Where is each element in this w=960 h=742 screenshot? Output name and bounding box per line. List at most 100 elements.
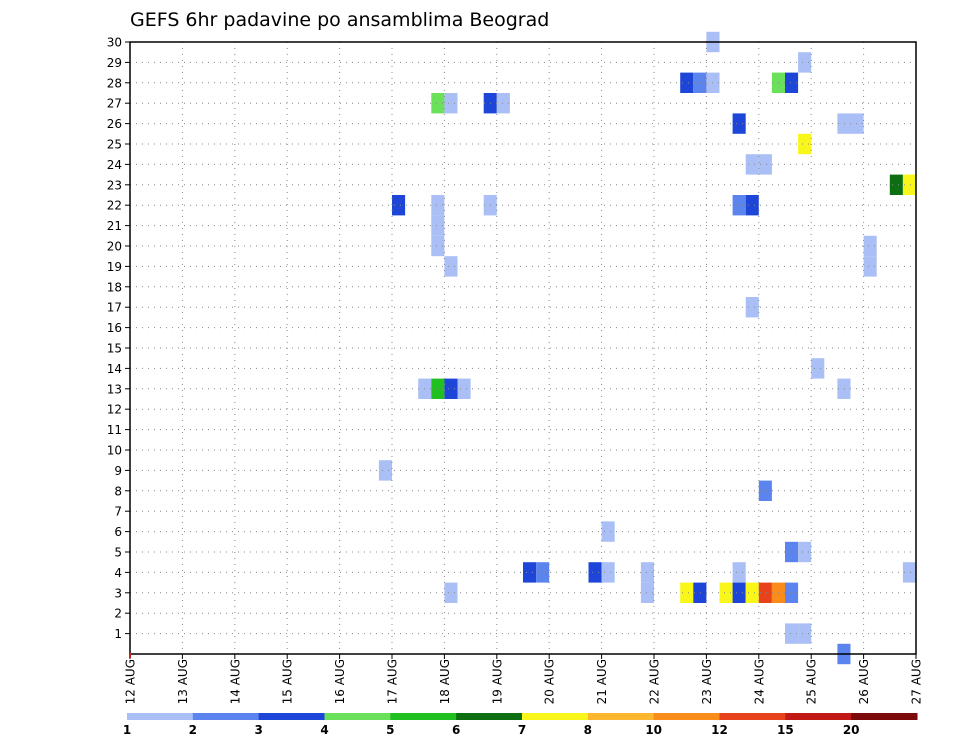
legend-swatch: [522, 713, 589, 720]
heatmap-cell: [785, 541, 799, 563]
heatmap-cell: [601, 562, 615, 583]
y-tick-label: 9: [114, 464, 122, 478]
heatmap-cell: [693, 72, 707, 93]
heatmap-cell: [536, 562, 550, 583]
legend-swatch: [851, 713, 918, 720]
heatmap-cell: [444, 378, 458, 399]
x-tick-label: 21 AUG: [595, 659, 609, 704]
legend-swatch: [127, 713, 194, 720]
x-origin-marker: [129, 653, 131, 658]
legend-swatch: [456, 713, 523, 720]
x-tick-label: 16 AUG: [333, 659, 347, 704]
heatmap-cell: [601, 521, 615, 542]
y-tick-label: 26: [107, 117, 122, 131]
y-tick-label: 14: [107, 362, 122, 376]
heatmap-cell: [719, 582, 733, 603]
legend-label: 7: [518, 723, 526, 737]
y-tick-label: 20: [107, 240, 122, 254]
y-tick-label: 8: [114, 484, 122, 498]
chart-title: GEFS 6hr padavine po ansamblima Beograd: [130, 9, 549, 31]
heatmap-cell: [431, 378, 445, 399]
heatmap-cell: [758, 480, 772, 501]
heatmap-cell: [523, 562, 537, 583]
y-tick-label: 16: [107, 321, 122, 335]
heatmap-cell: [850, 113, 864, 134]
heatmap-cell: [431, 93, 445, 114]
heatmap-cell: [732, 582, 746, 603]
heatmap-cell: [496, 93, 510, 114]
legend-swatch: [192, 713, 260, 720]
x-tick-label: 12 AUG: [124, 659, 138, 704]
heatmap-cell: [640, 562, 654, 583]
heatmap-cell: [745, 297, 759, 318]
heatmap-cell: [798, 52, 812, 73]
heatmap-cell: [745, 582, 759, 603]
x-tick-label: 19 AUG: [490, 659, 504, 704]
y-tick-label: 30: [107, 36, 122, 50]
heatmap-cell: [758, 582, 772, 603]
legend-label: 2: [189, 723, 197, 737]
y-tick-label: 13: [107, 382, 122, 396]
heatmap-cell: [758, 154, 772, 175]
y-tick-label: 15: [107, 342, 122, 356]
y-tick-label: 29: [107, 56, 122, 70]
legend-swatch: [719, 713, 786, 720]
legend-label: 1: [123, 723, 131, 737]
x-tick-label: 20 AUG: [543, 659, 557, 704]
legend-swatch: [587, 713, 655, 720]
heatmap-cell: [785, 623, 799, 644]
heatmap-cell: [680, 72, 694, 93]
heatmap-cell: [745, 195, 759, 216]
y-tick-label: 25: [107, 138, 122, 152]
heatmap-cell: [457, 378, 471, 399]
legend-swatch: [653, 713, 720, 720]
heatmap-cell: [785, 582, 799, 603]
x-tick-label: 15 AUG: [281, 659, 295, 704]
legend-label: 20: [843, 723, 860, 737]
legend-label: 8: [584, 723, 592, 737]
y-tick-label: 27: [107, 97, 122, 111]
heatmap-cell: [431, 235, 445, 257]
heatmap-cell: [680, 582, 694, 603]
heatmap-cell: [431, 195, 445, 216]
heatmap-cell: [785, 72, 799, 93]
color-legend: 1 2 3 4 5 6 7 8 10 12 15 20: [123, 713, 918, 737]
y-tick-label: 18: [107, 280, 122, 294]
y-tick-label: 22: [107, 199, 122, 213]
heatmap-cell: [431, 215, 445, 236]
heatmap-cell: [640, 582, 654, 603]
heatmap-cell: [863, 235, 877, 257]
heatmap-cell: [798, 623, 812, 644]
heatmap-cell: [444, 256, 458, 277]
heatmap-cell: [378, 460, 392, 481]
y-tick-label: 28: [107, 76, 122, 90]
heatmap-cell: [392, 195, 406, 216]
y-tick-label: 7: [114, 505, 122, 519]
x-tick-label: 17 AUG: [386, 659, 400, 704]
heatmap-cell: [693, 582, 707, 603]
legend-label: 3: [254, 723, 262, 737]
x-tick-label: 25 AUG: [805, 659, 819, 704]
y-tick-label: 1: [114, 627, 122, 641]
heatmap-cell: [798, 133, 812, 155]
heatmap-cell: [811, 358, 825, 379]
legend-label: 4: [320, 723, 328, 737]
y-tick-label: 23: [107, 178, 122, 192]
heatmap-cell: [588, 562, 602, 583]
legend-swatch: [258, 713, 325, 720]
y-tick-label: 6: [114, 525, 122, 539]
legend-label: 6: [452, 723, 460, 737]
legend-swatch: [390, 713, 457, 720]
heatmap-cell: [902, 174, 916, 195]
x-tick-label: 23 AUG: [700, 659, 714, 704]
heatmap-cell: [889, 174, 903, 195]
heatmap-cell: [863, 256, 877, 277]
y-tick-label: 4: [114, 566, 122, 580]
x-tick-label: 24 AUG: [752, 659, 766, 704]
heatmap-cell: [732, 195, 746, 216]
x-tick-label: 18 AUG: [438, 659, 452, 704]
y-tick-label: 21: [107, 219, 122, 233]
y-axis: 1234567891011121314151617181920212223242…: [107, 36, 130, 641]
y-tick-label: 2: [114, 607, 122, 621]
